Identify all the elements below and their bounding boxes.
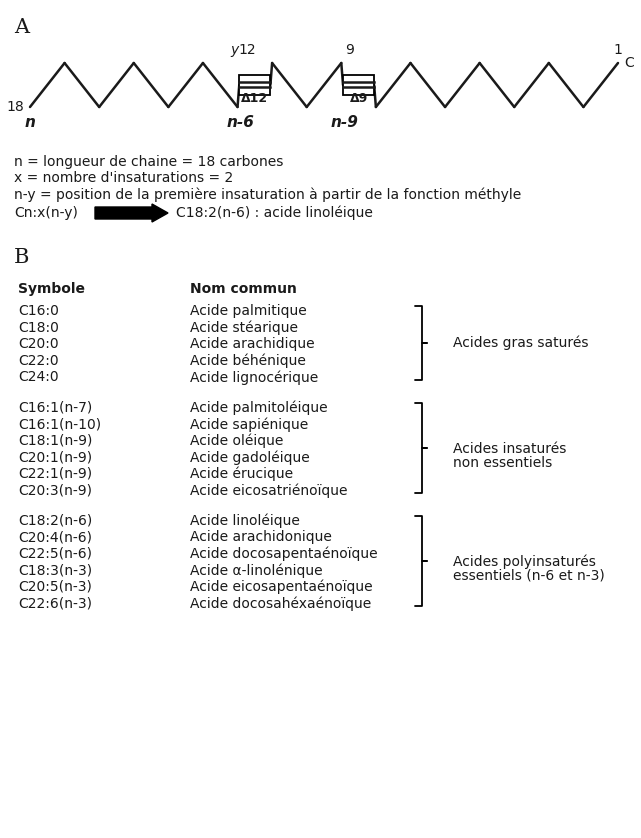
- Text: Acide arachidique: Acide arachidique: [190, 337, 315, 351]
- Text: C18:2(n-6): C18:2(n-6): [18, 514, 92, 527]
- Text: Acide érucique: Acide érucique: [190, 467, 293, 481]
- Text: C22:6(n-3): C22:6(n-3): [18, 596, 92, 610]
- Text: A: A: [14, 18, 29, 37]
- Text: Acide docosahéxaénoïque: Acide docosahéxaénoïque: [190, 596, 371, 611]
- Text: non essentiels: non essentiels: [453, 456, 553, 470]
- Text: Acide gadoléique: Acide gadoléique: [190, 450, 310, 464]
- Text: C18:0: C18:0: [18, 320, 59, 334]
- Text: 18: 18: [6, 100, 24, 114]
- Text: Cn:x(n-y): Cn:x(n-y): [14, 206, 78, 220]
- Text: Acide eicosatriénoïque: Acide eicosatriénoïque: [190, 483, 347, 498]
- Text: Acides polyinsaturés: Acides polyinsaturés: [453, 555, 596, 569]
- Text: Acide palmitique: Acide palmitique: [190, 304, 307, 318]
- Text: x = nombre d'insaturations = 2: x = nombre d'insaturations = 2: [14, 171, 233, 185]
- Text: 12: 12: [238, 43, 256, 57]
- Text: Acide eicosapentaénoïque: Acide eicosapentaénoïque: [190, 580, 372, 594]
- Text: C22:1(n-9): C22:1(n-9): [18, 467, 92, 480]
- Text: Nom commun: Nom commun: [190, 282, 297, 296]
- Text: C20:4(n-6): C20:4(n-6): [18, 530, 92, 544]
- Text: Δ12: Δ12: [241, 92, 269, 106]
- Bar: [239, 75, 271, 95]
- Text: C18:3(n-3): C18:3(n-3): [18, 563, 92, 577]
- Text: Acides gras saturés: Acides gras saturés: [453, 336, 588, 350]
- Text: C16:1(n-10): C16:1(n-10): [18, 417, 101, 431]
- Text: Acide lignocérique: Acide lignocérique: [190, 370, 318, 385]
- Text: n: n: [24, 115, 35, 130]
- Text: essentiels (n-6 et n-3): essentiels (n-6 et n-3): [453, 569, 604, 582]
- Text: Acide oléique: Acide oléique: [190, 433, 283, 448]
- Text: B: B: [14, 248, 29, 267]
- Text: 9: 9: [345, 43, 354, 57]
- Text: Acide linoléique: Acide linoléique: [190, 514, 300, 528]
- Text: C24:0: C24:0: [18, 370, 58, 384]
- Bar: [343, 75, 374, 95]
- Text: C20:3(n-9): C20:3(n-9): [18, 483, 92, 497]
- Text: C16:1(n-7): C16:1(n-7): [18, 401, 92, 415]
- FancyArrow shape: [95, 204, 168, 222]
- Text: Acide sapiénique: Acide sapiénique: [190, 417, 308, 432]
- Text: C: C: [624, 56, 634, 70]
- Text: C18:2(n-6) : acide linoléique: C18:2(n-6) : acide linoléique: [176, 206, 373, 220]
- Text: Acides insaturés: Acides insaturés: [453, 442, 567, 456]
- Text: Δ9: Δ9: [349, 92, 368, 106]
- Text: C22:5(n-6): C22:5(n-6): [18, 546, 92, 561]
- Text: C16:0: C16:0: [18, 304, 59, 318]
- Text: C20:1(n-9): C20:1(n-9): [18, 450, 92, 464]
- Text: n-9: n-9: [330, 115, 358, 130]
- Text: C20:5(n-3): C20:5(n-3): [18, 580, 92, 593]
- Text: Acide palmitoléique: Acide palmitoléique: [190, 401, 328, 415]
- Text: C20:0: C20:0: [18, 337, 58, 351]
- Text: C22:0: C22:0: [18, 354, 58, 368]
- Text: y: y: [230, 43, 238, 57]
- Text: C18:1(n-9): C18:1(n-9): [18, 433, 92, 447]
- Text: n-6: n-6: [226, 115, 254, 130]
- Text: 1: 1: [613, 43, 622, 57]
- Text: n-y = position de la première insaturation à partir de la fonction méthyle: n-y = position de la première insaturati…: [14, 187, 521, 201]
- Text: Acide béhénique: Acide béhénique: [190, 354, 306, 368]
- Text: Acide docosapentaénoïque: Acide docosapentaénoïque: [190, 546, 378, 561]
- Text: n = longueur de chaine = 18 carbones: n = longueur de chaine = 18 carbones: [14, 155, 283, 169]
- Text: Acide arachidonique: Acide arachidonique: [190, 530, 332, 544]
- Text: Symbole: Symbole: [18, 282, 85, 296]
- Text: Acide α-linolénique: Acide α-linolénique: [190, 563, 322, 577]
- Text: Acide stéarique: Acide stéarique: [190, 320, 298, 335]
